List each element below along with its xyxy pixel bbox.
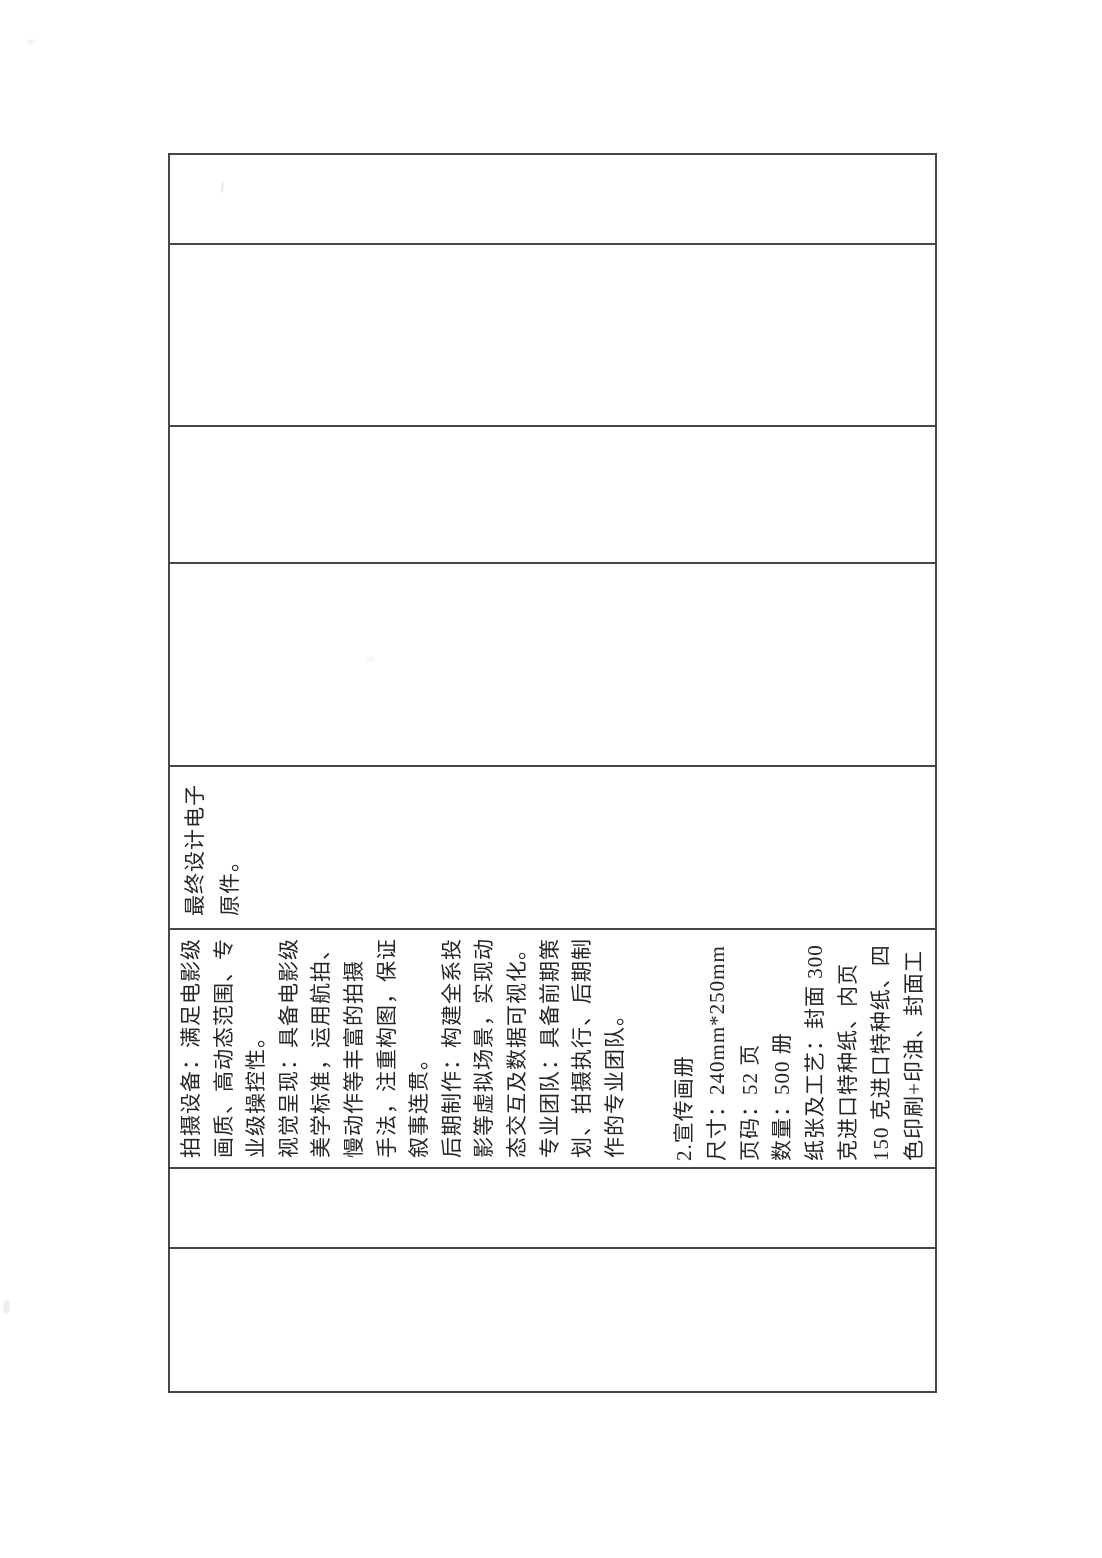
cell-final-design-text: 最终设计电子 原件。 xyxy=(183,784,242,916)
table-row-7 xyxy=(170,1169,935,1249)
table-row-2 xyxy=(170,245,935,427)
table-row-5: 最终设计电子 原件。 xyxy=(170,767,935,930)
scan-artifact xyxy=(366,656,375,662)
table-row-8 xyxy=(170,1249,935,1393)
table-row-4 xyxy=(170,564,935,767)
cell-brochure-specs: 2.宣传画册 尺寸：240mm*250mm 页码：52 页 数量：500 册 纸… xyxy=(666,930,932,1167)
scan-artifact xyxy=(3,1300,10,1314)
table-row-1 xyxy=(170,155,935,245)
cell-brochure-specs-text: 2.宣传画册 尺寸：240mm*250mm 页码：52 页 数量：500 册 纸… xyxy=(672,944,926,1161)
table-row-6: 拍摄设备：满足电影级 画质、高动态范围、专 业级操控性。 视觉呈现：具备电影级 … xyxy=(170,930,935,1169)
cell-final-design-files: 最终设计电子 原件。 xyxy=(176,768,254,929)
cell-production-specs: 拍摄设备：满足电影级 画质、高动态范围、专 业级操控性。 视觉呈现：具备电影级 … xyxy=(173,930,633,1167)
table-row-3 xyxy=(170,427,935,564)
scan-artifact xyxy=(27,39,36,44)
document-table: 最终设计电子 原件。 拍摄设备：满足电影级 画质、高动态范围、专 业级操控性。 … xyxy=(168,153,937,1393)
cell-production-specs-text: 拍摄设备：满足电影级 画质、高动态范围、专 业级操控性。 视觉呈现：具备电影级 … xyxy=(179,938,627,1158)
